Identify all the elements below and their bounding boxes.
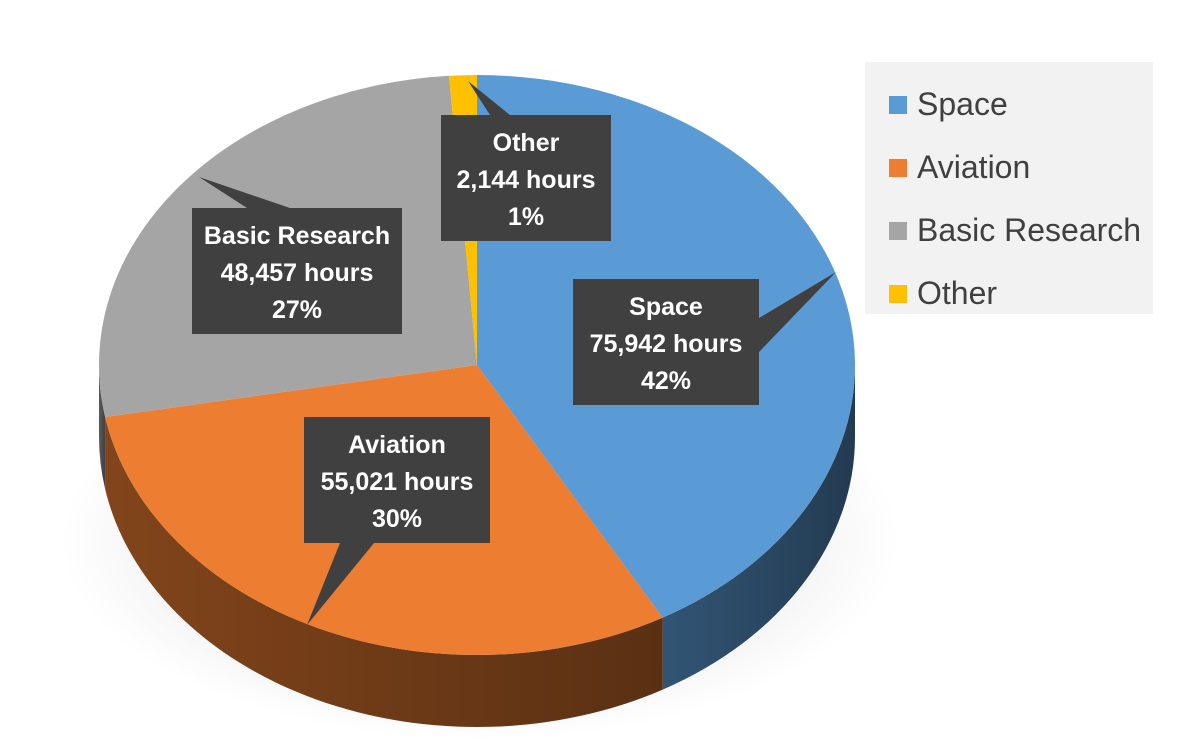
legend-swatch-basic-research (889, 221, 907, 240)
data-label-percent-aviation: 30% (372, 505, 422, 533)
slice-side-aviation (105, 417, 663, 727)
callout-box-basic-research (192, 208, 402, 334)
legend-swatch-aviation (889, 158, 907, 177)
legend-item-space: Space (889, 73, 1153, 136)
callout-space: Space 75,942 hours 42% (573, 272, 836, 405)
legend-item-other: Other (889, 262, 1153, 325)
slice-side-basic-research (99, 365, 106, 490)
data-label-percent-other: 1% (508, 203, 544, 231)
callout-pointer-other (468, 81, 510, 115)
data-label-value-basic-research: 48,457 hours (221, 259, 374, 287)
data-label-value-other: 2,144 hours (457, 166, 596, 194)
callout-aviation: Aviation 55,021 hours 30% (304, 417, 490, 625)
data-label-percent-space: 42% (641, 367, 691, 395)
data-label-category-other: Other (493, 129, 560, 157)
data-labels: Space 75,942 hours 42% Aviation 55,021 hours… (192, 81, 836, 625)
legend-swatch-space (889, 95, 907, 114)
callout-other: Other 2,144 hours 1% (441, 81, 611, 241)
callout-box-space (573, 279, 759, 405)
data-label-category-space: Space (629, 293, 703, 321)
callout-pointer-space (759, 272, 836, 352)
legend-item-basic-research: Basic Research (889, 199, 1153, 262)
callout-basic-research: Basic Research 48,457 hours 27% (192, 177, 402, 334)
callout-box-aviation (304, 417, 490, 543)
data-label-value-aviation: 55,021 hours (321, 468, 474, 496)
legend-swatch-other (889, 284, 907, 303)
callout-pointer-basic-research (199, 177, 290, 208)
legend: Space Aviation Basic Research Other (865, 62, 1153, 314)
data-label-value-space: 75,942 hours (590, 330, 743, 358)
callout-box-other (441, 115, 611, 241)
legend-item-aviation: Aviation (889, 136, 1153, 199)
callout-pointer-aviation (307, 543, 374, 625)
slice-side-space (662, 365, 855, 690)
legend-label-other: Other (917, 275, 998, 311)
data-label-category-basic-research: Basic Research (204, 222, 390, 250)
pie-sides (99, 365, 855, 727)
data-label-percent-basic-research: 27% (272, 296, 322, 324)
legend-label-space: Space (917, 86, 1008, 122)
legend-label-aviation: Aviation (917, 149, 1031, 185)
legend-label-basic-research: Basic Research (917, 212, 1142, 248)
data-label-category-aviation: Aviation (348, 431, 446, 459)
